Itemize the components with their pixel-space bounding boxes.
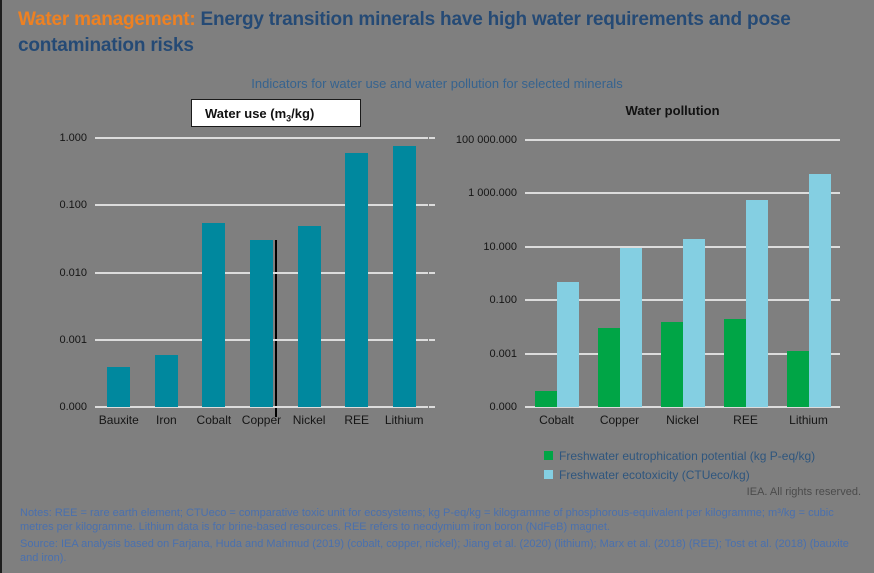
water-use-gridline (95, 406, 428, 408)
water-use-bar-nickel (297, 225, 321, 407)
water-use-bar-lithium (392, 146, 416, 407)
water-use-axis-tick (429, 137, 435, 139)
water-use-x-category-label: Cobalt (196, 413, 232, 427)
water-pollution-legend: Freshwater eutrophication potential (kg … (544, 446, 815, 484)
vertical-line-artifact (275, 240, 277, 417)
water-use-gridline (95, 204, 428, 207)
water-pollution-bar-copper-series1 (597, 327, 620, 407)
water-use-y-tick-label: 0.100 (59, 199, 87, 212)
legend-item-ecotoxicity: Freshwater ecotoxicity (CTUeco/kg) (544, 465, 815, 484)
water-use-gridline (95, 137, 428, 139)
water-pollution-bar-nickel-series1 (660, 322, 683, 407)
water-use-y-tick-label: 0.001 (59, 333, 87, 346)
water-pollution-y-tick-label: 0.000 (489, 401, 517, 413)
water-pollution-y-tick-label: 0.100 (489, 294, 517, 307)
water-use-axis-tick (429, 406, 435, 408)
page-title: Water management: Energy transition miner… (18, 7, 833, 59)
water-pollution-bar-lithium-series1 (786, 350, 809, 407)
water-pollution-bar-cobalt-series1 (534, 390, 557, 407)
water-pollution-bar-copper-series2 (619, 248, 642, 407)
water-use-title-sub: 3 (286, 113, 292, 124)
legend-item-eutrophication: Freshwater eutrophication potential (kg … (544, 446, 815, 465)
page-title-highlight: Water management: (18, 9, 196, 30)
water-use-bar-ree (345, 152, 369, 407)
page-title-line2: contamination risks (18, 35, 194, 56)
copyright-text: IEA. All rights reserved. (746, 486, 861, 498)
water-use-title-pre: Water use (m (205, 106, 287, 121)
left-edge-border (0, 0, 2, 573)
water-use-y-tick-label: 0.000 (59, 401, 87, 413)
water-pollution-gridline (525, 192, 840, 195)
water-use-x-category-label: REE (344, 413, 370, 427)
legend-label-eutrophication: Freshwater eutrophication potential (kg … (559, 448, 816, 463)
water-pollution-bar-nickel-series2 (682, 239, 705, 407)
source-text: Source: IEA analysis based on Farjana, H… (20, 538, 849, 564)
water-pollution-x-category-label: REE (733, 413, 758, 427)
water-use-x-category-label: Bauxite (98, 413, 139, 427)
water-pollution-gridline (525, 406, 840, 408)
water-pollution-bar-ree-series1 (723, 318, 746, 407)
notes-text: Notes: REE = rare earth element; CTUeco … (20, 507, 834, 533)
water-use-chart-title-box: Water use (m3/kg) (191, 99, 361, 127)
water-pollution-bar-cobalt-series2 (556, 281, 579, 407)
water-pollution-gridline (525, 139, 840, 141)
water-use-title-post: /kg) (291, 106, 315, 121)
water-use-y-tick-label: 0.010 (59, 266, 87, 279)
water-pollution-y-tick-label: 100 000.000 (455, 134, 517, 146)
notes-block: Notes: REE = rare earth element; CTUeco … (20, 506, 865, 565)
water-use-x-category-label: Nickel (292, 413, 326, 427)
water-use-x-category-label: Copper (241, 413, 282, 427)
water-use-bar-cobalt (202, 222, 226, 407)
water-pollution-y-tick-label: 10.000 (483, 240, 517, 253)
water-pollution-bar-ree-series2 (745, 200, 768, 407)
water-use-bar-iron (154, 354, 178, 407)
page-title-line1: Energy transition minerals have high wat… (200, 9, 791, 30)
water-pollution-x-category-label: Copper (599, 413, 640, 427)
water-use-x-category-label: Iron (156, 413, 177, 427)
water-use-axis-tick (429, 271, 435, 274)
water-use-y-tick-label: 1.000 (59, 132, 87, 144)
eutrophication-swatch-icon (544, 451, 553, 460)
water-pollution-x-category-label: Nickel (666, 413, 699, 427)
legend-label-ecotoxicity: Freshwater ecotoxicity (CTUeco/kg) (559, 467, 750, 482)
water-use-bar-bauxite (107, 366, 131, 407)
ecotoxicity-swatch-icon (544, 470, 553, 479)
chart-subtitle: Indicators for water use and water pollu… (251, 76, 623, 91)
water-pollution-bar-lithium-series2 (808, 173, 831, 407)
water-use-bar-copper (250, 240, 273, 407)
water-use-axis-tick (429, 204, 435, 207)
water-pollution-x-category-label: Lithium (789, 413, 828, 427)
water-pollution-chart-title: Water pollution (625, 103, 720, 118)
water-pollution-y-tick-label: 0.001 (489, 347, 517, 360)
water-pollution-y-tick-label: 1 000.000 (468, 187, 517, 200)
water-pollution-x-category-label: Cobalt (539, 413, 574, 427)
water-use-x-category-label: Lithium (384, 413, 424, 427)
water-use-axis-tick (429, 338, 435, 341)
